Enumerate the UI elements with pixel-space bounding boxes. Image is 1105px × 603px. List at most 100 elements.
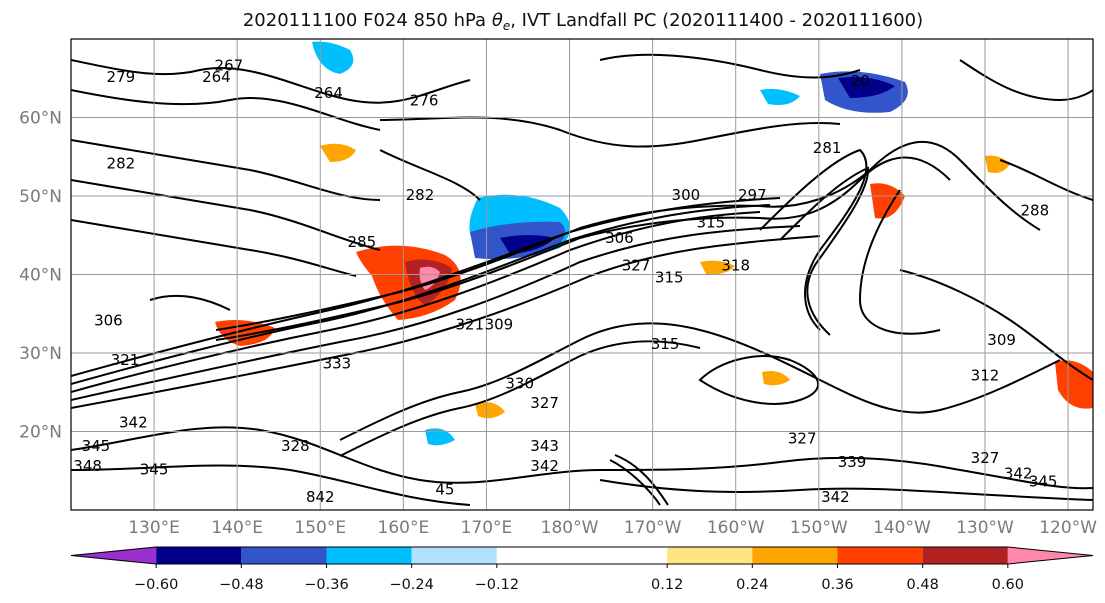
contour-label: 300 — [672, 186, 701, 204]
contour-label: 306 — [94, 312, 123, 330]
contour-line — [71, 204, 771, 385]
title-suffix: , IVT Landfall PC (2020111400 - 20201116… — [510, 10, 923, 31]
anomaly-blob-positive — [985, 155, 1010, 173]
contour-line — [579, 156, 951, 239]
colorbar-swatch — [326, 547, 412, 564]
colorbar-under-arrow — [71, 547, 157, 564]
contour-label: 321 — [111, 351, 140, 369]
colorbar: −0.60 −0.48 −0.36 −0.24 −0.12 0.12 0.24 0.36 0.4… — [70, 546, 1094, 593]
contour-label: 267 — [215, 56, 244, 74]
contour-label: 345 — [1029, 472, 1058, 490]
contour-label: 327 — [530, 394, 559, 412]
longitude-label: 160°W — [707, 518, 765, 538]
contour-label: 315 — [696, 213, 725, 231]
colorbar-tick-label: −0.12 — [475, 577, 519, 593]
latitude-label: 20°N — [19, 423, 62, 443]
longitude-label: 140°W — [873, 518, 931, 538]
theta-e-contours — [71, 53, 1093, 506]
contour-label: 345 — [140, 461, 169, 479]
contour-line — [779, 166, 870, 336]
contour-label: 342 — [1004, 465, 1033, 483]
contour-label: 285 — [347, 233, 376, 251]
contour-label: 279 — [107, 68, 136, 86]
contour-label: 264 — [314, 84, 343, 102]
contour-label: 20 — [851, 72, 870, 90]
anomaly-blob-negative-max — [838, 77, 895, 98]
longitude-label: 140°E — [211, 518, 263, 538]
contour-label: 345 — [82, 437, 111, 455]
longitude-label: 150°W — [790, 518, 848, 538]
contour-label: 315 — [655, 268, 684, 286]
contour-label: 842 — [306, 488, 335, 506]
contour-line — [599, 479, 1093, 501]
contour-label: 328 — [281, 437, 310, 455]
map-title: 2020111100 F024 850 hPa θe, IVT Landfall… — [243, 10, 923, 33]
colorbar-swatch — [156, 547, 242, 564]
contour-line — [71, 219, 357, 277]
contour-line — [71, 211, 761, 393]
anomaly-blob-positive — [320, 143, 356, 162]
latitude-labels: 20°N 30°N 40°N 50°N 60°N — [19, 109, 62, 443]
colorbar-tick-label: 0.60 — [992, 577, 1024, 593]
contour-label: 282 — [406, 186, 435, 204]
colorbar-swatch — [837, 547, 923, 564]
contour-label: 282 — [107, 155, 136, 173]
contour-label: 348 — [73, 457, 102, 475]
contour-label: 342 — [821, 488, 850, 506]
longitude-label: 150°E — [294, 518, 346, 538]
contour-label: 330 — [505, 374, 534, 392]
contour-label: 312 — [971, 366, 1000, 384]
contour-line — [215, 237, 581, 341]
contour-label: 45 — [435, 480, 454, 498]
longitude-label: 170°W — [624, 518, 682, 538]
contour-line — [71, 225, 801, 401]
title-prefix: 2020111100 F024 850 hPa — [243, 10, 492, 31]
contour-line — [759, 148, 868, 331]
anomaly-blob-negative — [425, 428, 455, 446]
contour-label: 315 — [651, 335, 680, 353]
latitude-label: 50°N — [19, 187, 62, 207]
title-theta-subscript: e — [503, 19, 510, 33]
contour-label: 327 — [971, 449, 1000, 467]
contour-line — [71, 139, 381, 201]
longitude-label: 170°E — [461, 518, 513, 538]
contour-label: 321 — [456, 315, 485, 333]
contour-line — [71, 235, 821, 409]
colorbar-tick-label: 0.24 — [736, 577, 768, 593]
contour-label: 306 — [605, 229, 634, 247]
contour-label: 281 — [813, 139, 842, 157]
title-theta: θ — [492, 10, 503, 31]
longitude-label: 120°W — [1039, 518, 1097, 538]
anomaly-blob-positive — [762, 371, 790, 386]
contour-label: 264 — [202, 68, 231, 86]
longitude-label: 130°W — [956, 518, 1014, 538]
contour-line — [579, 141, 1041, 231]
contour-label: 339 — [838, 453, 867, 471]
contour-label: 309 — [987, 331, 1016, 349]
longitude-label: 180°W — [541, 518, 599, 538]
graticule — [71, 39, 1093, 510]
contour-label: 297 — [738, 186, 767, 204]
contour-label: 288 — [1021, 202, 1050, 220]
contour-line — [71, 464, 471, 506]
contour-label: 327 — [622, 257, 651, 275]
latitude-label: 30°N — [19, 344, 62, 364]
contour-line — [71, 89, 381, 131]
longitude-labels: 130°E 140°E 150°E 160°E 170°E 180°W 170°W 160°W… — [128, 518, 1097, 538]
anomaly-blob-positive — [700, 260, 735, 275]
anomaly-blob-negative — [312, 41, 354, 74]
contour-line — [71, 179, 381, 251]
anomaly-blob-positive — [1055, 360, 1093, 409]
contour-line — [699, 329, 1061, 414]
contour-label: 276 — [410, 92, 439, 110]
colorbar-tick-label: −0.36 — [304, 577, 348, 593]
colorbar-tick-label: 0.48 — [907, 577, 939, 593]
contour-label: 342 — [119, 414, 148, 432]
colorbar-tick-label: 0.36 — [821, 577, 853, 593]
contour-line — [698, 355, 820, 405]
longitude-label: 160°E — [378, 518, 430, 538]
contour-line — [339, 340, 701, 457]
map-frame — [70, 38, 1094, 511]
contour-line — [858, 189, 941, 335]
